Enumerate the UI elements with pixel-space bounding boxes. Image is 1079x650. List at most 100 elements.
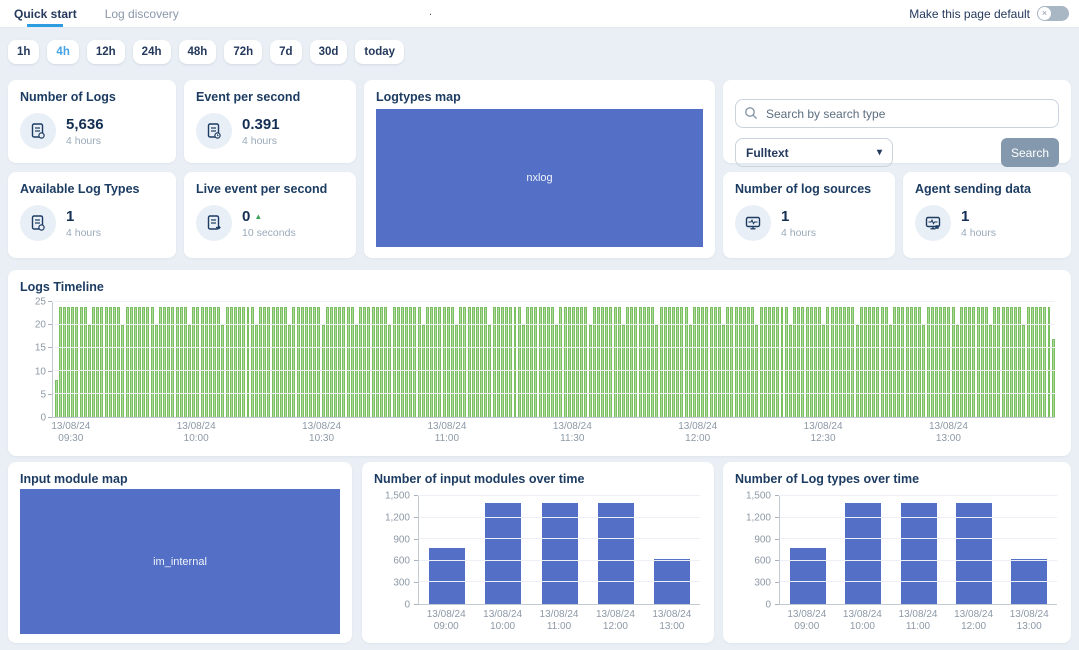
logtypes-treemap[interactable]: nxlog	[376, 109, 703, 247]
timeline-bar	[304, 306, 308, 417]
timeline-bar	[805, 306, 809, 417]
timeline-bar	[880, 306, 884, 417]
timeline-bar	[62, 306, 66, 417]
timeline-bar	[530, 306, 534, 417]
timeline-bar	[142, 306, 146, 417]
search-button[interactable]: Search	[1001, 138, 1059, 167]
timeline-bar	[934, 306, 938, 417]
stat-period: 4 hours	[66, 226, 102, 239]
card-title: Number of Log types over time	[735, 472, 920, 486]
timeline-bar	[513, 306, 517, 417]
time-range-button-today[interactable]: today	[355, 40, 405, 64]
time-range-button-1h[interactable]: 1h	[8, 40, 40, 64]
stat-value: 0	[242, 207, 251, 225]
timeline-bar	[884, 306, 888, 417]
timeline-bar	[822, 325, 826, 417]
timeline-bar	[96, 306, 100, 417]
card-input-module-map: Input module map im_internal	[8, 462, 352, 643]
stat-value: 1	[781, 207, 790, 225]
timeline-bar	[784, 306, 788, 417]
timeline-bar	[697, 306, 701, 417]
time-range-button-7d[interactable]: 7d	[270, 40, 302, 64]
timeline-bar	[905, 306, 909, 417]
timeline-bar	[1043, 306, 1047, 417]
timeline-x-label: 13/08/24 11:00	[427, 421, 467, 444]
timeline-bar	[1034, 306, 1038, 417]
chart-y-axis: 0 300 600 900 1,200 1,500	[733, 491, 779, 611]
timeline-bar	[471, 306, 475, 417]
timeline-bar	[321, 325, 325, 417]
card-live-event-per-second: Live event per second 0 ▲ 10 seconds	[184, 172, 356, 258]
timeline-bar	[146, 306, 150, 417]
timeline-x-label: 13/08/24 12:30	[803, 421, 843, 444]
timeline-bar	[87, 325, 91, 417]
timeline-bar	[117, 306, 121, 417]
time-range-button-48h[interactable]: 48h	[178, 40, 217, 64]
timeline-bar	[605, 306, 609, 417]
search-input[interactable]	[735, 99, 1059, 128]
timeline-y-tick: 15	[34, 342, 46, 354]
chart-plot	[418, 495, 700, 605]
timeline-bar	[1022, 325, 1026, 417]
timeline-bar	[655, 325, 659, 417]
card-title: Event per second	[196, 90, 301, 104]
active-tab-underline	[27, 24, 64, 27]
timeline-bar	[542, 306, 546, 417]
card-search: Fulltext ▾ Search	[723, 80, 1071, 167]
input-module-treemap[interactable]: im_internal	[20, 489, 340, 634]
timeline-bar	[284, 306, 288, 417]
timeline-bar	[108, 306, 112, 417]
chart-bar	[1011, 558, 1048, 604]
timeline-bar	[738, 306, 742, 417]
timeline-bar	[446, 306, 450, 417]
time-range-button-72h[interactable]: 72h	[224, 40, 263, 64]
timeline-bar	[334, 306, 338, 417]
timeline-bar	[500, 306, 504, 417]
chart-y-tick: 300	[393, 577, 410, 589]
chart-x-label: 13/08/24 11:00	[539, 609, 579, 632]
tab-log-discovery[interactable]: Log discovery	[91, 0, 193, 27]
monitor-pulse-icon	[735, 205, 771, 241]
timeline-bar	[676, 306, 680, 417]
time-range-bar: 1h 4h 12h 24h 48h 72h 7d 30d today	[8, 40, 405, 64]
timeline-bar	[926, 306, 930, 417]
timeline-bar	[459, 306, 463, 417]
timeline-bar	[909, 306, 913, 417]
card-available-log-types: Available Log Types 1 4 hours	[8, 172, 176, 258]
card-title: Number of Logs	[20, 90, 116, 104]
timeline-bar	[150, 306, 154, 417]
treemap-label-nxlog: nxlog	[526, 172, 553, 184]
timeline-bar	[317, 306, 321, 417]
time-range-button-4h[interactable]: 4h	[47, 40, 79, 64]
timeline-bar	[417, 306, 421, 417]
timeline-bar	[204, 306, 208, 417]
chart-y-tick: 1,200	[384, 512, 410, 524]
timeline-bar	[955, 325, 959, 417]
make-default-toggle[interactable]: ×	[1037, 6, 1069, 21]
timeline-bar	[346, 306, 350, 417]
timeline-bar	[242, 306, 246, 417]
dot-artifact: .	[429, 6, 433, 18]
time-range-button-12h[interactable]: 12h	[86, 40, 125, 64]
timeline-bar	[847, 306, 851, 417]
search-type-select[interactable]: Fulltext ▾	[735, 138, 893, 167]
timeline-bar	[158, 306, 162, 417]
time-range-button-30d[interactable]: 30d	[309, 40, 348, 64]
timeline-bar	[325, 306, 329, 417]
timeline-bar	[830, 306, 834, 417]
timeline-bar	[467, 306, 471, 417]
timeline-bar	[167, 306, 171, 417]
timeline-bar	[1001, 306, 1005, 417]
timeline-bar	[617, 306, 621, 417]
tab-log-discovery-label: Log discovery	[104, 6, 179, 21]
timeline-bar	[517, 306, 521, 417]
timeline-bar	[555, 325, 559, 417]
timeline-bar	[354, 325, 358, 417]
time-range-button-24h[interactable]: 24h	[132, 40, 171, 64]
timeline-x-label: 13/08/24 09:30	[51, 421, 91, 444]
stat-period: 4 hours	[781, 226, 817, 239]
tab-quick-start[interactable]: Quick start	[0, 0, 91, 27]
chart-y-tick: 300	[754, 577, 771, 589]
chart-x-label: 13/08/24 09:00	[787, 609, 827, 632]
